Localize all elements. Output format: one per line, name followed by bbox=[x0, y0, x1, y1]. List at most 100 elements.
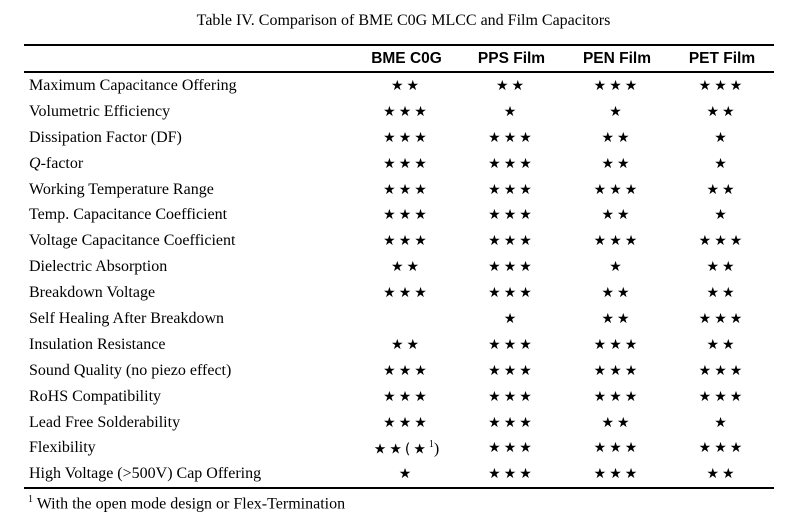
star-rating: ★★★ bbox=[383, 388, 430, 405]
table-row: Working Temperature Range ★★★ ★★★ ★★★ ★★ bbox=[24, 177, 774, 203]
row-label-text: Self Healing After Breakdown bbox=[29, 309, 225, 327]
star-rating: ★★ bbox=[390, 77, 423, 94]
column-header-bme-c0g: BME C0G bbox=[371, 49, 442, 67]
column-header-label bbox=[24, 45, 354, 72]
row-label: Insulation Resistance bbox=[24, 332, 354, 358]
row-label: Sound Quality (no piezo effect) bbox=[24, 358, 354, 384]
rating-cell: ★★★ bbox=[459, 435, 564, 461]
rating-cell: ★★ bbox=[354, 332, 459, 358]
rating-cell: ★★★ bbox=[459, 151, 564, 177]
star-rating: ★★★ bbox=[488, 466, 535, 483]
rating-cell: ★★★ bbox=[354, 151, 459, 177]
paren-close: ) bbox=[433, 440, 440, 458]
star-rating: ★★★ bbox=[698, 77, 746, 94]
row-label-text: Sound Quality (no piezo effect) bbox=[29, 361, 232, 379]
star-rating: ★ bbox=[609, 103, 625, 120]
rating-cell: ★★★ bbox=[564, 358, 670, 384]
table-row: Flexibility ★★(★1) ★★★ ★★★ ★★★ bbox=[24, 435, 774, 461]
rating-cell: ★★ bbox=[564, 306, 670, 332]
star-rating: ★ bbox=[398, 466, 415, 483]
table-row: Dissipation Factor (DF) ★★★ ★★★ ★★ ★ bbox=[24, 125, 774, 151]
rating-cell: ★ bbox=[564, 254, 670, 280]
row-label-text: Maximum Capacitance Offering bbox=[29, 76, 237, 94]
table-row: Temp. Capacitance Coefficient ★★★ ★★★ ★★ ★ bbox=[24, 202, 774, 228]
table-row: Maximum Capacitance Offering ★★ ★★ ★★★ ★★★ bbox=[24, 72, 774, 99]
table-row: Voltage Capacitance Coefficient ★★★ ★★★ ★★★… bbox=[24, 228, 774, 254]
star-rating: ★ bbox=[714, 155, 730, 172]
row-label-text: Dissipation Factor (DF) bbox=[29, 128, 182, 146]
row-label: Dielectric Absorption bbox=[24, 254, 354, 280]
star-rating: ★★★ bbox=[488, 336, 535, 353]
star-rating: ★★ bbox=[601, 155, 633, 172]
row-label: RoHS Compatibility bbox=[24, 384, 354, 410]
star-rating: ★★ bbox=[706, 103, 738, 120]
star-rating: ★★ bbox=[706, 336, 738, 353]
star-rating: ★★★ bbox=[698, 388, 746, 405]
table-row: Dielectric Absorption ★★ ★★★ ★ ★★ bbox=[24, 254, 774, 280]
star-rating: ★★★ bbox=[383, 362, 430, 379]
row-label-text: RoHS Compatibility bbox=[29, 387, 162, 405]
row-label-text: Lead Free Solderability bbox=[29, 413, 181, 431]
star-rating: ★★★ bbox=[698, 362, 746, 379]
row-label: Working Temperature Range bbox=[24, 177, 354, 203]
row-label-text: Volumetric Efficiency bbox=[29, 102, 171, 120]
star-rating: ★★ bbox=[601, 285, 633, 302]
star-rating: ★★★ bbox=[383, 181, 430, 198]
star-rating: ★★ bbox=[601, 310, 633, 327]
rating-cell: ★ bbox=[354, 461, 459, 488]
rating-cell: ★★ bbox=[670, 254, 774, 280]
star-rating: ★★ bbox=[601, 129, 633, 146]
star-rating: ★★★ bbox=[488, 181, 535, 198]
rating-cell: ★★★ bbox=[564, 461, 670, 488]
rating-cell: ★★ bbox=[670, 177, 774, 203]
rating-cell: ★★★ bbox=[670, 228, 774, 254]
star-rating: ★★★ bbox=[593, 181, 641, 198]
star-rating: ★★★ bbox=[593, 440, 641, 457]
row-label-text: Voltage Capacitance Coefficient bbox=[29, 232, 236, 250]
rating-cell: ★★★ bbox=[459, 228, 564, 254]
row-label-text: Insulation Resistance bbox=[29, 335, 166, 353]
rating-cell: ★★★ bbox=[564, 228, 670, 254]
rating-cell: ★★ bbox=[459, 72, 564, 99]
star-rating: ★★★ bbox=[383, 285, 430, 302]
comparison-table: BME C0G PPS Film PEN Film PET Film Maxim… bbox=[24, 44, 774, 489]
star-rating: ★ bbox=[503, 310, 520, 327]
rating-cell: ★★★ bbox=[459, 358, 564, 384]
star-rating: ★★★ bbox=[488, 129, 535, 146]
star-rating: ★★ bbox=[390, 259, 423, 276]
row-label-text: Working Temperature Range bbox=[29, 180, 214, 198]
star-rating: ★★★ bbox=[383, 414, 430, 431]
star-rating: ★★ bbox=[601, 207, 633, 224]
rating-cell: ★★★ bbox=[564, 72, 670, 99]
rating-cell: ★★★ bbox=[670, 306, 774, 332]
rating-cell: ★★ bbox=[564, 410, 670, 436]
rating-cell: ★★★ bbox=[459, 384, 564, 410]
row-label: Maximum Capacitance Offering bbox=[24, 72, 354, 99]
rating-cell: ★★★ bbox=[354, 202, 459, 228]
star-rating: ★ bbox=[714, 207, 730, 224]
rating-cell: ★★★ bbox=[564, 177, 670, 203]
rating-cell: ★★★ bbox=[459, 461, 564, 488]
rating-cell: ★★★ bbox=[354, 177, 459, 203]
rating-cell: ★★★ bbox=[459, 332, 564, 358]
star-rating: ★★ bbox=[706, 285, 738, 302]
row-label: Self Healing After Breakdown bbox=[24, 306, 354, 332]
star-rating: ★★★ bbox=[488, 362, 535, 379]
rating-cell: ★★★ bbox=[354, 384, 459, 410]
rating-cell: ★★★ bbox=[564, 435, 670, 461]
footnote-mark: 1 bbox=[28, 494, 33, 505]
column-header-pen-film: PEN Film bbox=[582, 49, 652, 67]
row-label-text: High Voltage (>500V) Cap Offering bbox=[29, 465, 262, 483]
rating-cell: ★★ bbox=[670, 280, 774, 306]
star-rating: ★★ bbox=[390, 336, 423, 353]
rating-cell: ★★ bbox=[564, 151, 670, 177]
rating-cell: ★ bbox=[670, 125, 774, 151]
star-rating: ★★★ bbox=[488, 388, 535, 405]
rating-cell bbox=[354, 306, 459, 332]
rating-cell: ★★★ bbox=[459, 125, 564, 151]
star-rating: ★★★ bbox=[488, 233, 535, 250]
row-label: Breakdown Voltage bbox=[24, 280, 354, 306]
rating-cell: ★★ bbox=[564, 125, 670, 151]
row-label-italic: Q bbox=[29, 154, 41, 172]
footnote-text: With the open mode design or Flex-Termin… bbox=[33, 495, 346, 513]
